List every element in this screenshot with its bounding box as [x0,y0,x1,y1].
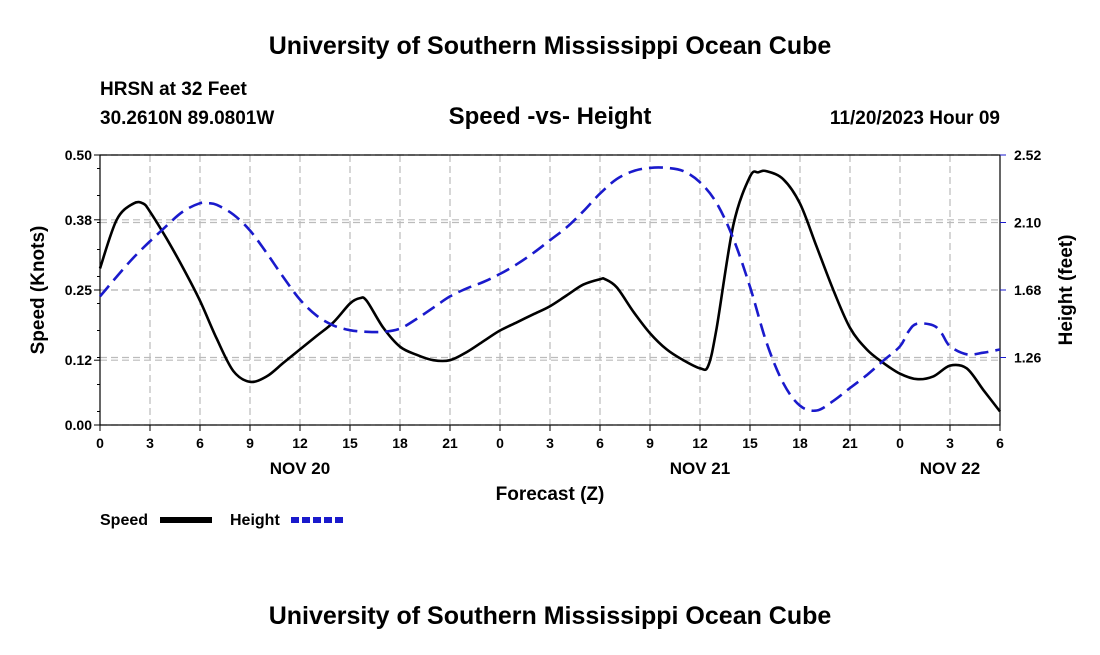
x-tick-label: 18 [792,435,808,451]
x-tick-label: 9 [246,435,254,451]
page-title: University of Southern Mississippi Ocean… [269,32,832,60]
y-tick-label: 0.25 [65,282,92,298]
y-tick-label: 0.38 [65,212,92,228]
x-tick-label: 21 [842,435,858,451]
x-tick-label: 3 [146,435,154,451]
station-label: HRSN at 32 Feet [100,79,247,100]
x-tick-label: 3 [546,435,554,451]
x-tick-label: 9 [646,435,654,451]
x-tick-label: 0 [896,435,904,451]
y-axis-label: Speed (Knots) [28,226,49,355]
x-tick-label: 0 [496,435,504,451]
y-tick-label: 0.50 [65,147,92,163]
y2-axis-label: Height (feet) [1056,235,1077,346]
y2-tick-label: 2.52 [1014,147,1041,163]
speed-series-line [98,169,1002,413]
legend-height-label: Height [230,512,280,529]
x-tick-label: 0 [96,435,104,451]
forecast-datetime: 11/20/2023 Hour 09 [830,108,1000,129]
footer-title: University of Southern Mississippi Ocean… [269,602,832,630]
height-series-line [99,166,1001,413]
y2-tick-label: 1.26 [1014,350,1041,366]
y2-tick-label: 2.10 [1014,215,1041,231]
series-layer [98,166,1002,413]
day-label: NOV 22 [920,459,980,478]
chart-title: Speed -vs- Height [449,103,652,130]
grid-lines [100,154,1000,426]
legend-speed-label: Speed [100,512,148,529]
x-tick-label: 12 [292,435,308,451]
y-tick-label: 0.00 [65,417,92,433]
x-axis-label: Forecast (Z) [496,484,605,505]
x-tick-label: 15 [342,435,358,451]
axis-ticks: 0 3 6 9 12 15 18 21 0 3 6 9 12 15 18 21 0 3 6 0.00 0.12 0.25 0… [65,147,1042,478]
day-label: NOV 21 [670,459,730,478]
day-label: NOV 20 [270,459,330,478]
x-tick-label: 6 [996,435,1004,451]
x-tick-label: 12 [692,435,708,451]
x-tick-label: 21 [442,435,458,451]
x-tick-label: 6 [196,435,204,451]
x-tick-label: 18 [392,435,408,451]
x-tick-label: 6 [596,435,604,451]
station-coordinates: 30.2610N 89.0801W [100,108,274,129]
x-tick-label: 3 [946,435,954,451]
legend: Speed Height [100,512,343,529]
y-tick-label: 0.12 [65,352,92,368]
y2-tick-label: 1.68 [1014,282,1041,298]
x-tick-label: 15 [742,435,758,451]
